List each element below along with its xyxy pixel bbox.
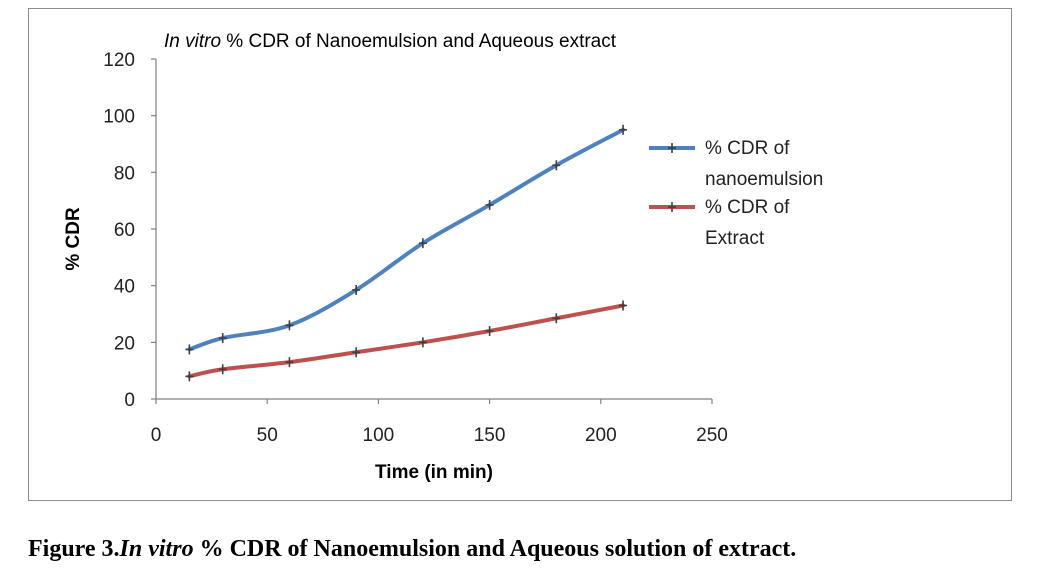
y-tick-label: 40 xyxy=(114,277,135,298)
caption-italic: In vitro xyxy=(119,536,194,562)
series-layer xyxy=(185,124,628,382)
legend-label: % CDR of xyxy=(705,197,790,218)
x-tick-label: 100 xyxy=(363,425,395,446)
x-tick-label: 0 xyxy=(151,425,162,446)
y-tick-label: 0 xyxy=(124,390,135,411)
series-1 xyxy=(185,300,628,382)
y-tick-label: 20 xyxy=(114,333,135,354)
figure-caption: Figure 3.In vitro % CDR of Nanoemulsion … xyxy=(28,536,796,563)
caption-rest: % CDR of Nanoemulsion and Aqueous soluti… xyxy=(193,536,797,562)
y-tick-label: 100 xyxy=(103,107,135,128)
y-axis-title: % CDR xyxy=(63,207,84,271)
y-tick-label: 120 xyxy=(103,50,135,71)
axes: 0 20 40 60 80 100 120 0 50 100 150 200 250 xyxy=(103,50,728,446)
legend: % CDR of nanoemulsion % CDR of Extract xyxy=(649,138,823,249)
x-tick-label: 250 xyxy=(696,425,728,446)
chart-title: In vitro % CDR of Nanoemulsion and Aqueo… xyxy=(164,31,617,52)
y-tick-label: 60 xyxy=(114,220,135,241)
legend-label: % CDR of xyxy=(705,138,790,159)
x-tick-label: 50 xyxy=(257,425,278,446)
chart-title-rest: % CDR of Nanoemulsion and Aqueous extrac… xyxy=(221,31,617,52)
x-tick-label: 150 xyxy=(474,425,506,446)
chart-title-italic: In vitro xyxy=(164,31,221,52)
x-axis-title: Time (in min) xyxy=(375,462,493,483)
chart-frame: In vitro % CDR of Nanoemulsion and Aqueo… xyxy=(28,8,1012,501)
y-tick-label: 80 xyxy=(114,163,135,184)
legend-item-0: % CDR of nanoemulsion xyxy=(649,138,823,190)
series-0 xyxy=(185,124,628,355)
legend-item-1: % CDR of Extract xyxy=(649,197,790,249)
series-line xyxy=(187,303,626,379)
caption-prefix: Figure 3. xyxy=(28,536,120,562)
legend-label: Extract xyxy=(705,228,765,249)
line-chart: In vitro % CDR of Nanoemulsion and Aqueo… xyxy=(63,31,823,483)
x-tick-label: 200 xyxy=(585,425,617,446)
legend-label: nanoemulsion xyxy=(705,169,823,190)
series-line xyxy=(187,127,626,352)
